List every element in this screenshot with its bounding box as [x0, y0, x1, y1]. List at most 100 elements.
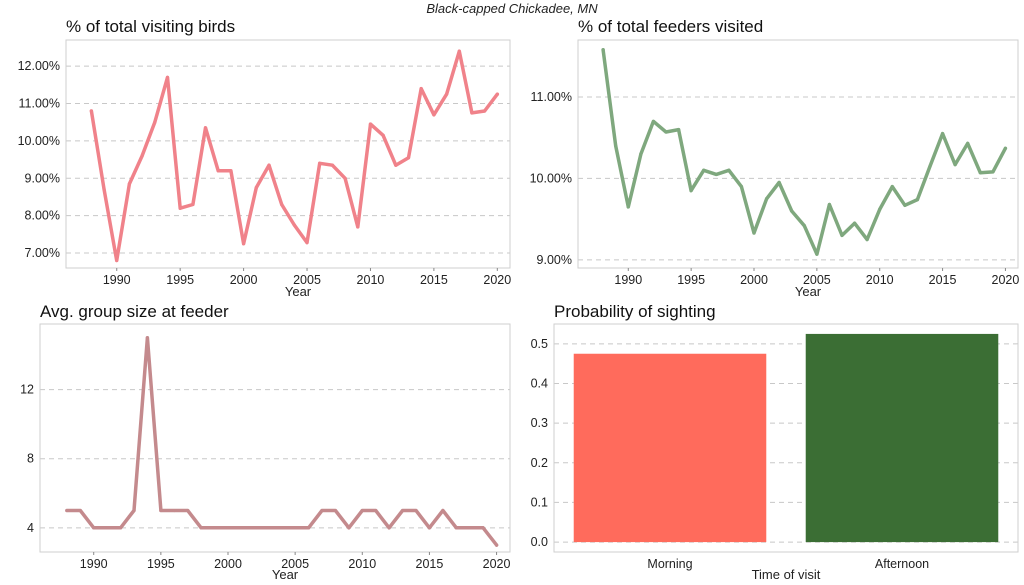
sighting-bar-afternoon: [805, 333, 999, 543]
group-xlabel: Year: [272, 567, 299, 582]
visiting-data-point: [495, 92, 499, 96]
group-xtick-label: 2005: [281, 557, 309, 571]
visiting-data-point: [457, 49, 461, 53]
feeders-ytick-label: 10.00%: [530, 171, 572, 185]
sighting-xtick-label: Morning: [647, 557, 692, 571]
group-data-point: [481, 526, 485, 530]
feeders-data-point: [790, 209, 794, 213]
feeders-data-point: [840, 233, 844, 238]
group-data-point: [105, 526, 109, 530]
group-xtick-label: 2000: [214, 557, 242, 571]
group-xtick-label: 2020: [483, 557, 511, 571]
feeders-data-point: [878, 207, 882, 211]
feeders-data-point: [890, 184, 894, 189]
feeders-plot-frame: [577, 39, 1019, 269]
visiting-data-point: [432, 113, 436, 117]
group-data-point: [172, 508, 176, 513]
group-data-point: [347, 526, 351, 530]
feeders-data-point: [915, 198, 920, 202]
visiting-data-point: [444, 92, 449, 96]
feeders-data-point: [651, 119, 656, 124]
visiting-plot-frame: [65, 39, 511, 269]
visiting-data-point: [356, 225, 360, 229]
group-data-point: [145, 336, 150, 340]
group-data-point: [226, 526, 230, 530]
visiting-xlabel: Year: [285, 284, 312, 299]
feeders-data-point: [940, 132, 945, 136]
group-data-point: [374, 508, 378, 513]
feeders-series-line: [601, 48, 1008, 256]
group-data-point: [333, 508, 338, 513]
visiting-xtick-label: 2000: [230, 273, 258, 287]
feeders-xtick-label: 2005: [803, 273, 831, 287]
visiting-data-point: [165, 75, 170, 79]
sighting-ytick-label: 0.4: [531, 376, 548, 390]
visiting-xtick-label: 2010: [357, 273, 385, 287]
visiting-data-point: [368, 122, 373, 126]
group-data-point: [186, 508, 190, 513]
group-data-point: [92, 526, 96, 530]
visiting-data-point: [305, 240, 309, 245]
visiting-data-point: [242, 242, 246, 246]
group-data-point: [266, 526, 270, 530]
group-xtick-label: 2015: [416, 557, 444, 571]
feeders-data-point: [978, 171, 982, 175]
feeders-data-point: [928, 164, 932, 168]
visiting-data-point: [153, 120, 157, 124]
feeders-data-point: [727, 168, 731, 172]
feeders-data-point: [689, 189, 693, 193]
sighting-plot-frame: [553, 323, 1019, 553]
group-data-point: [199, 526, 203, 530]
feeders-data-point: [676, 127, 681, 132]
feeders-panel: % of total feeders visited 9.00% 10.00% 11.…: [530, 17, 1020, 299]
group-xtick-label: 1990: [80, 557, 108, 571]
visiting-data-point: [115, 258, 119, 263]
feeders-xtick-label: 2015: [929, 273, 957, 287]
feeders-data-point: [739, 184, 744, 189]
feeders-ytick-label: 11.00%: [531, 90, 572, 104]
sighting-panel: Probability of sighting 0.0 0.1 0.2 0.3 0.4 0.…: [531, 302, 1019, 582]
feeders-data-point: [852, 221, 857, 225]
visiting-xtick-label: 1990: [103, 273, 131, 287]
sighting-ytick-label: 0.0: [531, 535, 548, 549]
group-data-point: [306, 526, 311, 530]
visiting-data-point: [267, 163, 271, 167]
group-data-point: [427, 526, 432, 530]
visiting-ytick-label: 10.00%: [18, 134, 60, 148]
feeders-data-point: [903, 203, 907, 207]
sighting-xlabel: Time of visit: [752, 567, 821, 582]
visiting-data-point: [140, 154, 144, 158]
group-data-point: [239, 526, 244, 530]
feeders-xtick-label: 2010: [866, 273, 894, 287]
feeders-data-point: [815, 252, 819, 256]
visiting-xtick-label: 2015: [420, 273, 448, 287]
group-data-point: [212, 526, 217, 530]
sighting-title: Probability of sighting: [554, 302, 716, 321]
feeders-data-point: [827, 202, 832, 207]
visiting-data-point: [216, 169, 220, 173]
group-data-point: [132, 508, 136, 513]
feeders-ytick-label: 9.00%: [537, 253, 572, 267]
visiting-data-point: [191, 202, 195, 207]
group-xtick-label: 2010: [348, 557, 376, 571]
group-data-point: [468, 526, 472, 530]
group-data-point: [360, 508, 364, 513]
visiting-data-point: [203, 126, 208, 130]
group-xtick-label: 1995: [147, 557, 175, 571]
group-data-point: [414, 508, 418, 513]
feeders-data-point: [802, 224, 806, 228]
group-data-point: [65, 508, 69, 513]
group-series-line: [65, 336, 499, 547]
visiting-data-point: [127, 182, 132, 186]
group-data-point: [454, 526, 458, 530]
feeders-data-point: [1003, 146, 1008, 150]
visiting-data-point: [483, 109, 487, 113]
feeders-data-point: [991, 170, 995, 174]
feeders-data-point: [639, 152, 643, 156]
sighting-ytick-label: 0.1: [531, 495, 548, 509]
feeders-data-point: [764, 197, 769, 201]
sighting-bar-morning: [573, 353, 767, 543]
visiting-xtick-label: 1995: [166, 273, 194, 287]
visiting-data-point: [330, 163, 334, 167]
visiting-ytick-label: 7.00%: [25, 246, 60, 260]
